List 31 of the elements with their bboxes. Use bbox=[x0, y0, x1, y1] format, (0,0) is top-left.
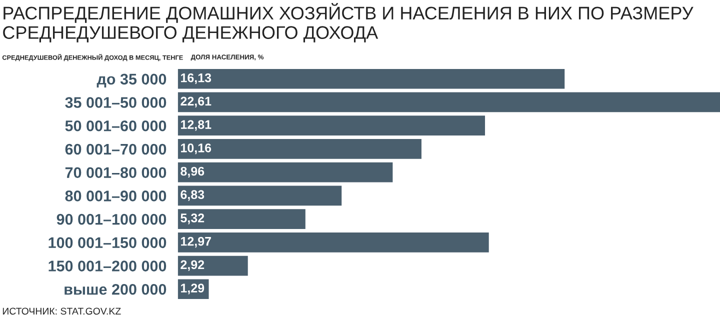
data-label: 6,83 bbox=[180, 190, 204, 201]
y-tick-label: 90 001–100 000 bbox=[56, 214, 166, 225]
y-tick-label: 50 001–60 000 bbox=[65, 120, 166, 132]
data-label: 8,96 bbox=[180, 166, 204, 178]
data-label: 5,32 bbox=[180, 214, 204, 224]
bar bbox=[178, 116, 486, 136]
bar bbox=[178, 92, 720, 112]
y-tick-label: 80 001–90 000 bbox=[65, 190, 166, 202]
chart-title: РАСПРЕДЕЛЕНИЕ ДОМАШНИХ ХОЗЯЙСТВ И НАСЕЛЕНИЯ В НИХ ПО РАЗМЕРУ СРЕДНЕДУШЕВОГО ДЕНЕЖНОГО ДОХОДА bbox=[3, 3, 694, 42]
bar bbox=[178, 139, 422, 159]
data-label: 2,92 bbox=[180, 260, 204, 271]
y-tick-label: 70 001–80 000 bbox=[65, 167, 166, 178]
bar bbox=[178, 209, 306, 229]
y-tick-label: 35 001–50 000 bbox=[65, 97, 166, 108]
bar bbox=[178, 256, 248, 276]
y-tick-label: выше 200 000 bbox=[64, 284, 166, 295]
bar bbox=[178, 68, 565, 89]
data-label: 16,13 bbox=[181, 73, 212, 84]
bar bbox=[178, 162, 393, 182]
y-tick-label: 60 001–70 000 bbox=[65, 144, 166, 155]
bar bbox=[178, 232, 489, 252]
data-label: 12,81 bbox=[181, 120, 212, 131]
data-label: 22,61 bbox=[180, 96, 212, 108]
y-tick-label: до 35 000 bbox=[96, 74, 166, 88]
y-tick-label: 100 001–150 000 bbox=[48, 237, 166, 248]
data-label: 12,97 bbox=[181, 236, 211, 248]
text: ИСТОЧНИК: STAT.GOV.KZ bbox=[2, 308, 121, 315]
bar bbox=[178, 186, 342, 206]
data-label: 10,16 bbox=[181, 143, 212, 154]
data-label: 1,29 bbox=[181, 284, 204, 294]
y-tick-label: 150 001–200 000 bbox=[48, 260, 166, 272]
